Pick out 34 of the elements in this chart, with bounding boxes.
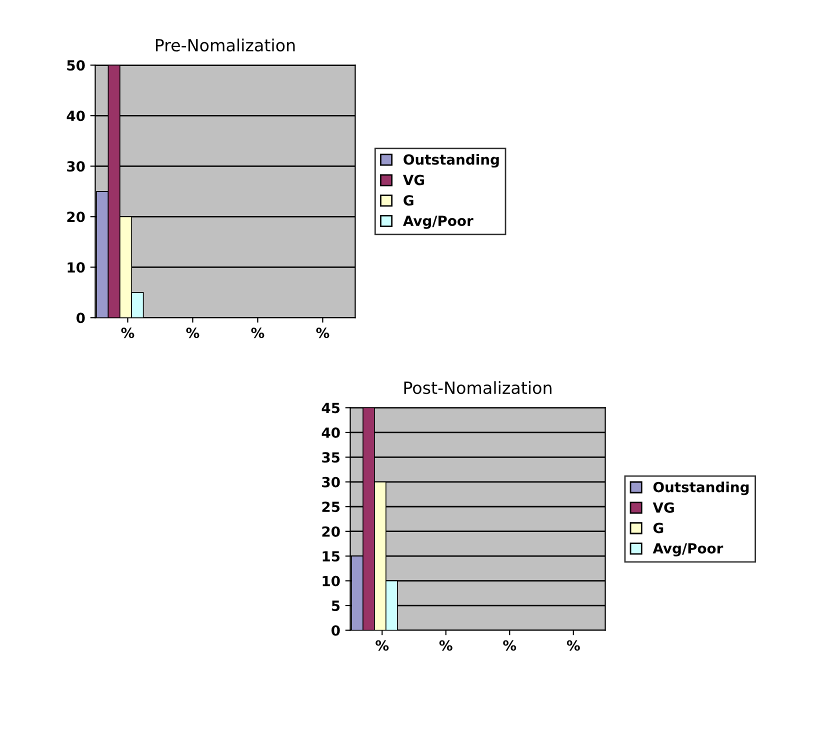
y-tick-label: 40	[66, 110, 85, 122]
y-tick-label: 15	[322, 551, 340, 562]
x-tick-label: %	[251, 328, 264, 338]
x-tick-label: %	[566, 640, 580, 651]
x-tick-label: %	[503, 640, 516, 651]
y-tick-label: 25	[322, 502, 340, 512]
y-tick-label: 40	[322, 427, 340, 438]
x-tick-label: %	[439, 640, 452, 651]
y-tick-label: 30	[67, 161, 85, 172]
y-tick-label: 0	[332, 625, 340, 636]
y-tick-label: 10	[322, 576, 340, 586]
y-tick-label: 30	[322, 476, 340, 488]
legend-label: G	[404, 195, 414, 206]
y-tick-label: 20	[67, 212, 85, 222]
x-tick-label: %	[186, 328, 200, 338]
y-tick-label: 20	[322, 526, 340, 537]
y-tick-label: 45	[322, 402, 340, 414]
legend-label: VG	[403, 174, 424, 186]
legend-label: Avg/Poor	[652, 543, 724, 556]
x-tick-label: %	[121, 328, 134, 338]
chart-title: Post-Nomalization	[404, 381, 552, 394]
legend-label: G	[653, 522, 664, 534]
x-tick-label: %	[376, 640, 389, 651]
y-tick-label: 10	[68, 262, 85, 273]
chart-title: Pre-Nomalization	[156, 38, 295, 52]
legend-label: Outstanding	[653, 482, 749, 496]
legend-label: Outstanding	[404, 154, 499, 168]
y-tick-label: 50	[67, 60, 85, 71]
y-tick-label: 35	[322, 452, 340, 463]
legend-label: VG	[652, 502, 674, 513]
y-tick-label: 0	[76, 312, 85, 324]
y-tick-label: 5	[332, 600, 340, 611]
legend-label: Avg/Poor	[403, 216, 474, 229]
x-tick-label: %	[316, 328, 330, 338]
